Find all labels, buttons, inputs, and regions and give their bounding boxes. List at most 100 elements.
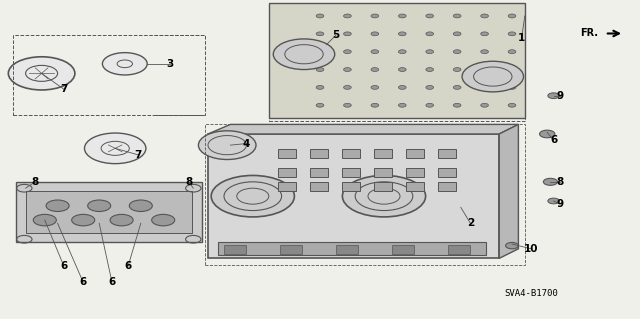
Text: 10: 10 xyxy=(524,244,538,254)
Text: 3: 3 xyxy=(166,59,173,69)
Bar xyxy=(13,35,205,115)
Ellipse shape xyxy=(543,178,557,185)
Ellipse shape xyxy=(548,198,559,204)
Ellipse shape xyxy=(426,85,433,89)
Ellipse shape xyxy=(462,61,524,92)
Ellipse shape xyxy=(316,85,324,89)
Bar xyxy=(374,182,392,191)
Ellipse shape xyxy=(211,175,294,217)
Polygon shape xyxy=(269,3,525,118)
Ellipse shape xyxy=(344,103,351,107)
Ellipse shape xyxy=(506,242,518,249)
Bar xyxy=(448,245,470,254)
Ellipse shape xyxy=(102,53,147,75)
Ellipse shape xyxy=(481,50,488,54)
Ellipse shape xyxy=(481,32,488,36)
Ellipse shape xyxy=(273,39,335,70)
Text: 6: 6 xyxy=(124,261,132,271)
Ellipse shape xyxy=(316,103,324,107)
Ellipse shape xyxy=(508,50,516,54)
Ellipse shape xyxy=(84,133,146,164)
Text: 8: 8 xyxy=(185,177,193,187)
Bar xyxy=(278,182,296,191)
Bar xyxy=(336,245,358,254)
Bar xyxy=(278,168,296,177)
Text: SVA4-B1700: SVA4-B1700 xyxy=(504,289,558,298)
Ellipse shape xyxy=(426,14,433,18)
Bar xyxy=(16,182,202,242)
Polygon shape xyxy=(208,134,499,258)
Text: 5: 5 xyxy=(332,30,340,40)
Ellipse shape xyxy=(88,200,111,211)
Ellipse shape xyxy=(342,175,426,217)
Ellipse shape xyxy=(508,14,516,18)
Ellipse shape xyxy=(548,93,559,99)
Text: 7: 7 xyxy=(134,150,141,160)
Bar xyxy=(406,168,424,177)
Ellipse shape xyxy=(129,200,152,211)
Ellipse shape xyxy=(399,103,406,107)
Ellipse shape xyxy=(508,68,516,71)
Text: 7: 7 xyxy=(60,84,68,94)
Bar xyxy=(438,149,456,158)
Bar xyxy=(406,149,424,158)
Text: 1: 1 xyxy=(518,33,525,43)
Bar xyxy=(342,168,360,177)
Bar xyxy=(392,245,415,254)
Ellipse shape xyxy=(426,103,433,107)
Text: 2: 2 xyxy=(467,218,474,228)
Ellipse shape xyxy=(453,103,461,107)
Ellipse shape xyxy=(399,32,406,36)
Bar xyxy=(205,124,525,265)
Text: 6: 6 xyxy=(550,135,557,145)
Ellipse shape xyxy=(371,103,379,107)
Ellipse shape xyxy=(540,130,555,138)
Ellipse shape xyxy=(426,68,433,71)
Ellipse shape xyxy=(344,85,351,89)
Text: 6: 6 xyxy=(79,277,87,287)
Ellipse shape xyxy=(399,68,406,71)
Ellipse shape xyxy=(316,68,324,71)
Ellipse shape xyxy=(426,50,433,54)
Ellipse shape xyxy=(453,85,461,89)
Bar xyxy=(280,245,303,254)
Ellipse shape xyxy=(453,68,461,71)
Ellipse shape xyxy=(508,32,516,36)
Bar xyxy=(342,182,360,191)
Ellipse shape xyxy=(344,32,351,36)
Ellipse shape xyxy=(481,68,488,71)
Ellipse shape xyxy=(33,214,56,226)
Ellipse shape xyxy=(453,14,461,18)
Text: 6: 6 xyxy=(60,261,68,271)
Ellipse shape xyxy=(344,50,351,54)
Ellipse shape xyxy=(371,68,379,71)
Ellipse shape xyxy=(481,103,488,107)
Ellipse shape xyxy=(46,200,69,211)
Bar xyxy=(26,191,192,233)
Text: 8: 8 xyxy=(31,177,39,187)
Text: 9: 9 xyxy=(556,199,564,209)
Bar xyxy=(374,168,392,177)
Text: 9: 9 xyxy=(556,91,564,101)
Polygon shape xyxy=(499,124,518,258)
Ellipse shape xyxy=(72,214,95,226)
Ellipse shape xyxy=(508,103,516,107)
Bar xyxy=(342,149,360,158)
Bar xyxy=(406,182,424,191)
Ellipse shape xyxy=(316,32,324,36)
Text: FR.: FR. xyxy=(580,28,598,39)
Ellipse shape xyxy=(371,32,379,36)
Bar xyxy=(374,149,392,158)
Ellipse shape xyxy=(371,14,379,18)
Ellipse shape xyxy=(316,50,324,54)
Ellipse shape xyxy=(198,131,256,160)
Text: 6: 6 xyxy=(108,277,116,287)
Ellipse shape xyxy=(152,214,175,226)
Ellipse shape xyxy=(481,85,488,89)
Bar xyxy=(310,149,328,158)
Ellipse shape xyxy=(399,50,406,54)
Ellipse shape xyxy=(344,68,351,71)
Text: 4: 4 xyxy=(243,138,250,149)
Ellipse shape xyxy=(371,85,379,89)
Ellipse shape xyxy=(426,32,433,36)
